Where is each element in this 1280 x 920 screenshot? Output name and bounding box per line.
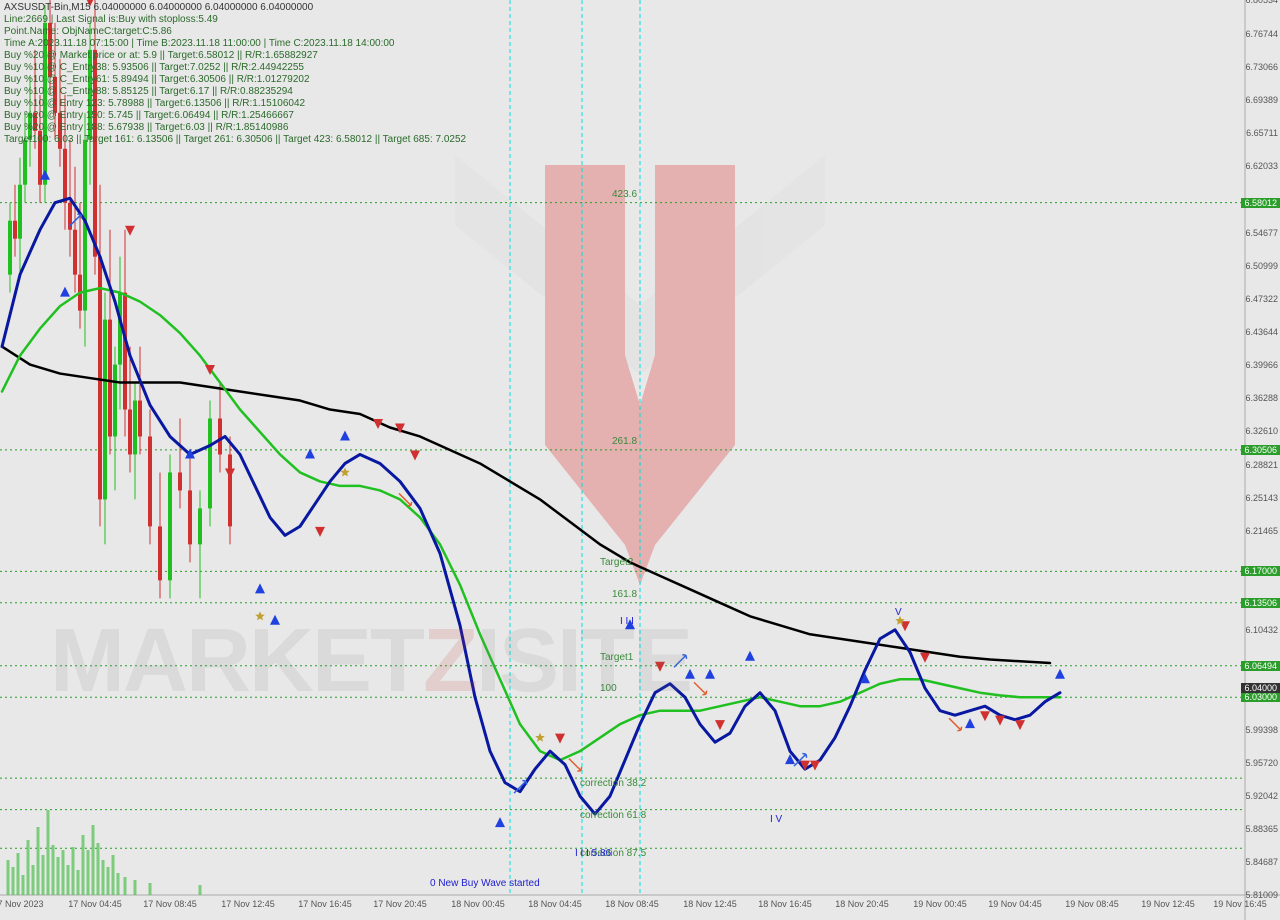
y-tick-label: 6.28821: [1245, 460, 1278, 470]
y-tick-label: 6.36288: [1245, 393, 1278, 403]
x-tick-label: 19 Nov 08:45: [1065, 899, 1119, 909]
y-tick-label: 5.95720: [1245, 758, 1278, 768]
price-flag: 6.30506: [1241, 445, 1280, 455]
x-tick-label: 19 Nov 00:45: [913, 899, 967, 909]
x-tick-label: 17 Nov 20:45: [373, 899, 427, 909]
current-price-flag: 6.04000: [1241, 683, 1280, 693]
x-tick-label: 19 Nov 04:45: [988, 899, 1042, 909]
y-tick-label: 6.47322: [1245, 294, 1278, 304]
y-tick-label: 6.21465: [1245, 526, 1278, 536]
y-tick-label: 6.80534: [1245, 0, 1278, 5]
y-tick-label: 6.10432: [1245, 625, 1278, 635]
x-tick-label: 17 Nov 08:45: [143, 899, 197, 909]
x-tick-label: 17 Nov 16:45: [298, 899, 352, 909]
price-flag: 6.13506: [1241, 598, 1280, 608]
x-tick-label: 19 Nov 12:45: [1141, 899, 1195, 909]
x-tick-label: 18 Nov 12:45: [683, 899, 737, 909]
chart-svg[interactable]: [0, 0, 1280, 920]
price-flag: 6.03000: [1241, 692, 1280, 702]
y-tick-label: 6.54677: [1245, 228, 1278, 238]
y-tick-label: 6.43644: [1245, 327, 1278, 337]
x-tick-label: 18 Nov 00:45: [451, 899, 505, 909]
y-tick-label: 5.88365: [1245, 824, 1278, 834]
x-tick-label: 17 Nov 2023: [0, 899, 44, 909]
x-tick-label: 18 Nov 08:45: [605, 899, 659, 909]
y-tick-label: 6.69389: [1245, 95, 1278, 105]
price-flag: 6.06494: [1241, 661, 1280, 671]
y-tick-label: 6.25143: [1245, 493, 1278, 503]
y-tick-label: 6.39966: [1245, 360, 1278, 370]
x-tick-label: 17 Nov 12:45: [221, 899, 275, 909]
y-tick-label: 6.50999: [1245, 261, 1278, 271]
x-tick-label: 18 Nov 16:45: [758, 899, 812, 909]
y-tick-label: 5.81009: [1245, 890, 1278, 900]
y-tick-label: 5.92042: [1245, 791, 1278, 801]
y-tick-label: 5.99398: [1245, 725, 1278, 735]
chart-container: AXSUSDT-Bin,M15 6.04000000 6.04000000 6.…: [0, 0, 1280, 920]
x-tick-label: 17 Nov 04:45: [68, 899, 122, 909]
x-tick-label: 18 Nov 20:45: [835, 899, 889, 909]
y-tick-label: 6.62033: [1245, 161, 1278, 171]
price-flag: 6.58012: [1241, 198, 1280, 208]
price-flag: 6.17000: [1241, 566, 1280, 576]
y-tick-label: 6.76744: [1245, 29, 1278, 39]
x-tick-label: 18 Nov 04:45: [528, 899, 582, 909]
y-tick-label: 6.65711: [1246, 128, 1278, 138]
x-tick-label: 19 Nov 16:45: [1213, 899, 1267, 909]
y-tick-label: 5.84687: [1245, 857, 1278, 867]
y-tick-label: 6.73066: [1245, 62, 1278, 72]
y-tick-label: 6.32610: [1245, 426, 1278, 436]
chart-title: AXSUSDT-Bin,M15 6.04000000 6.04000000 6.…: [4, 2, 313, 13]
